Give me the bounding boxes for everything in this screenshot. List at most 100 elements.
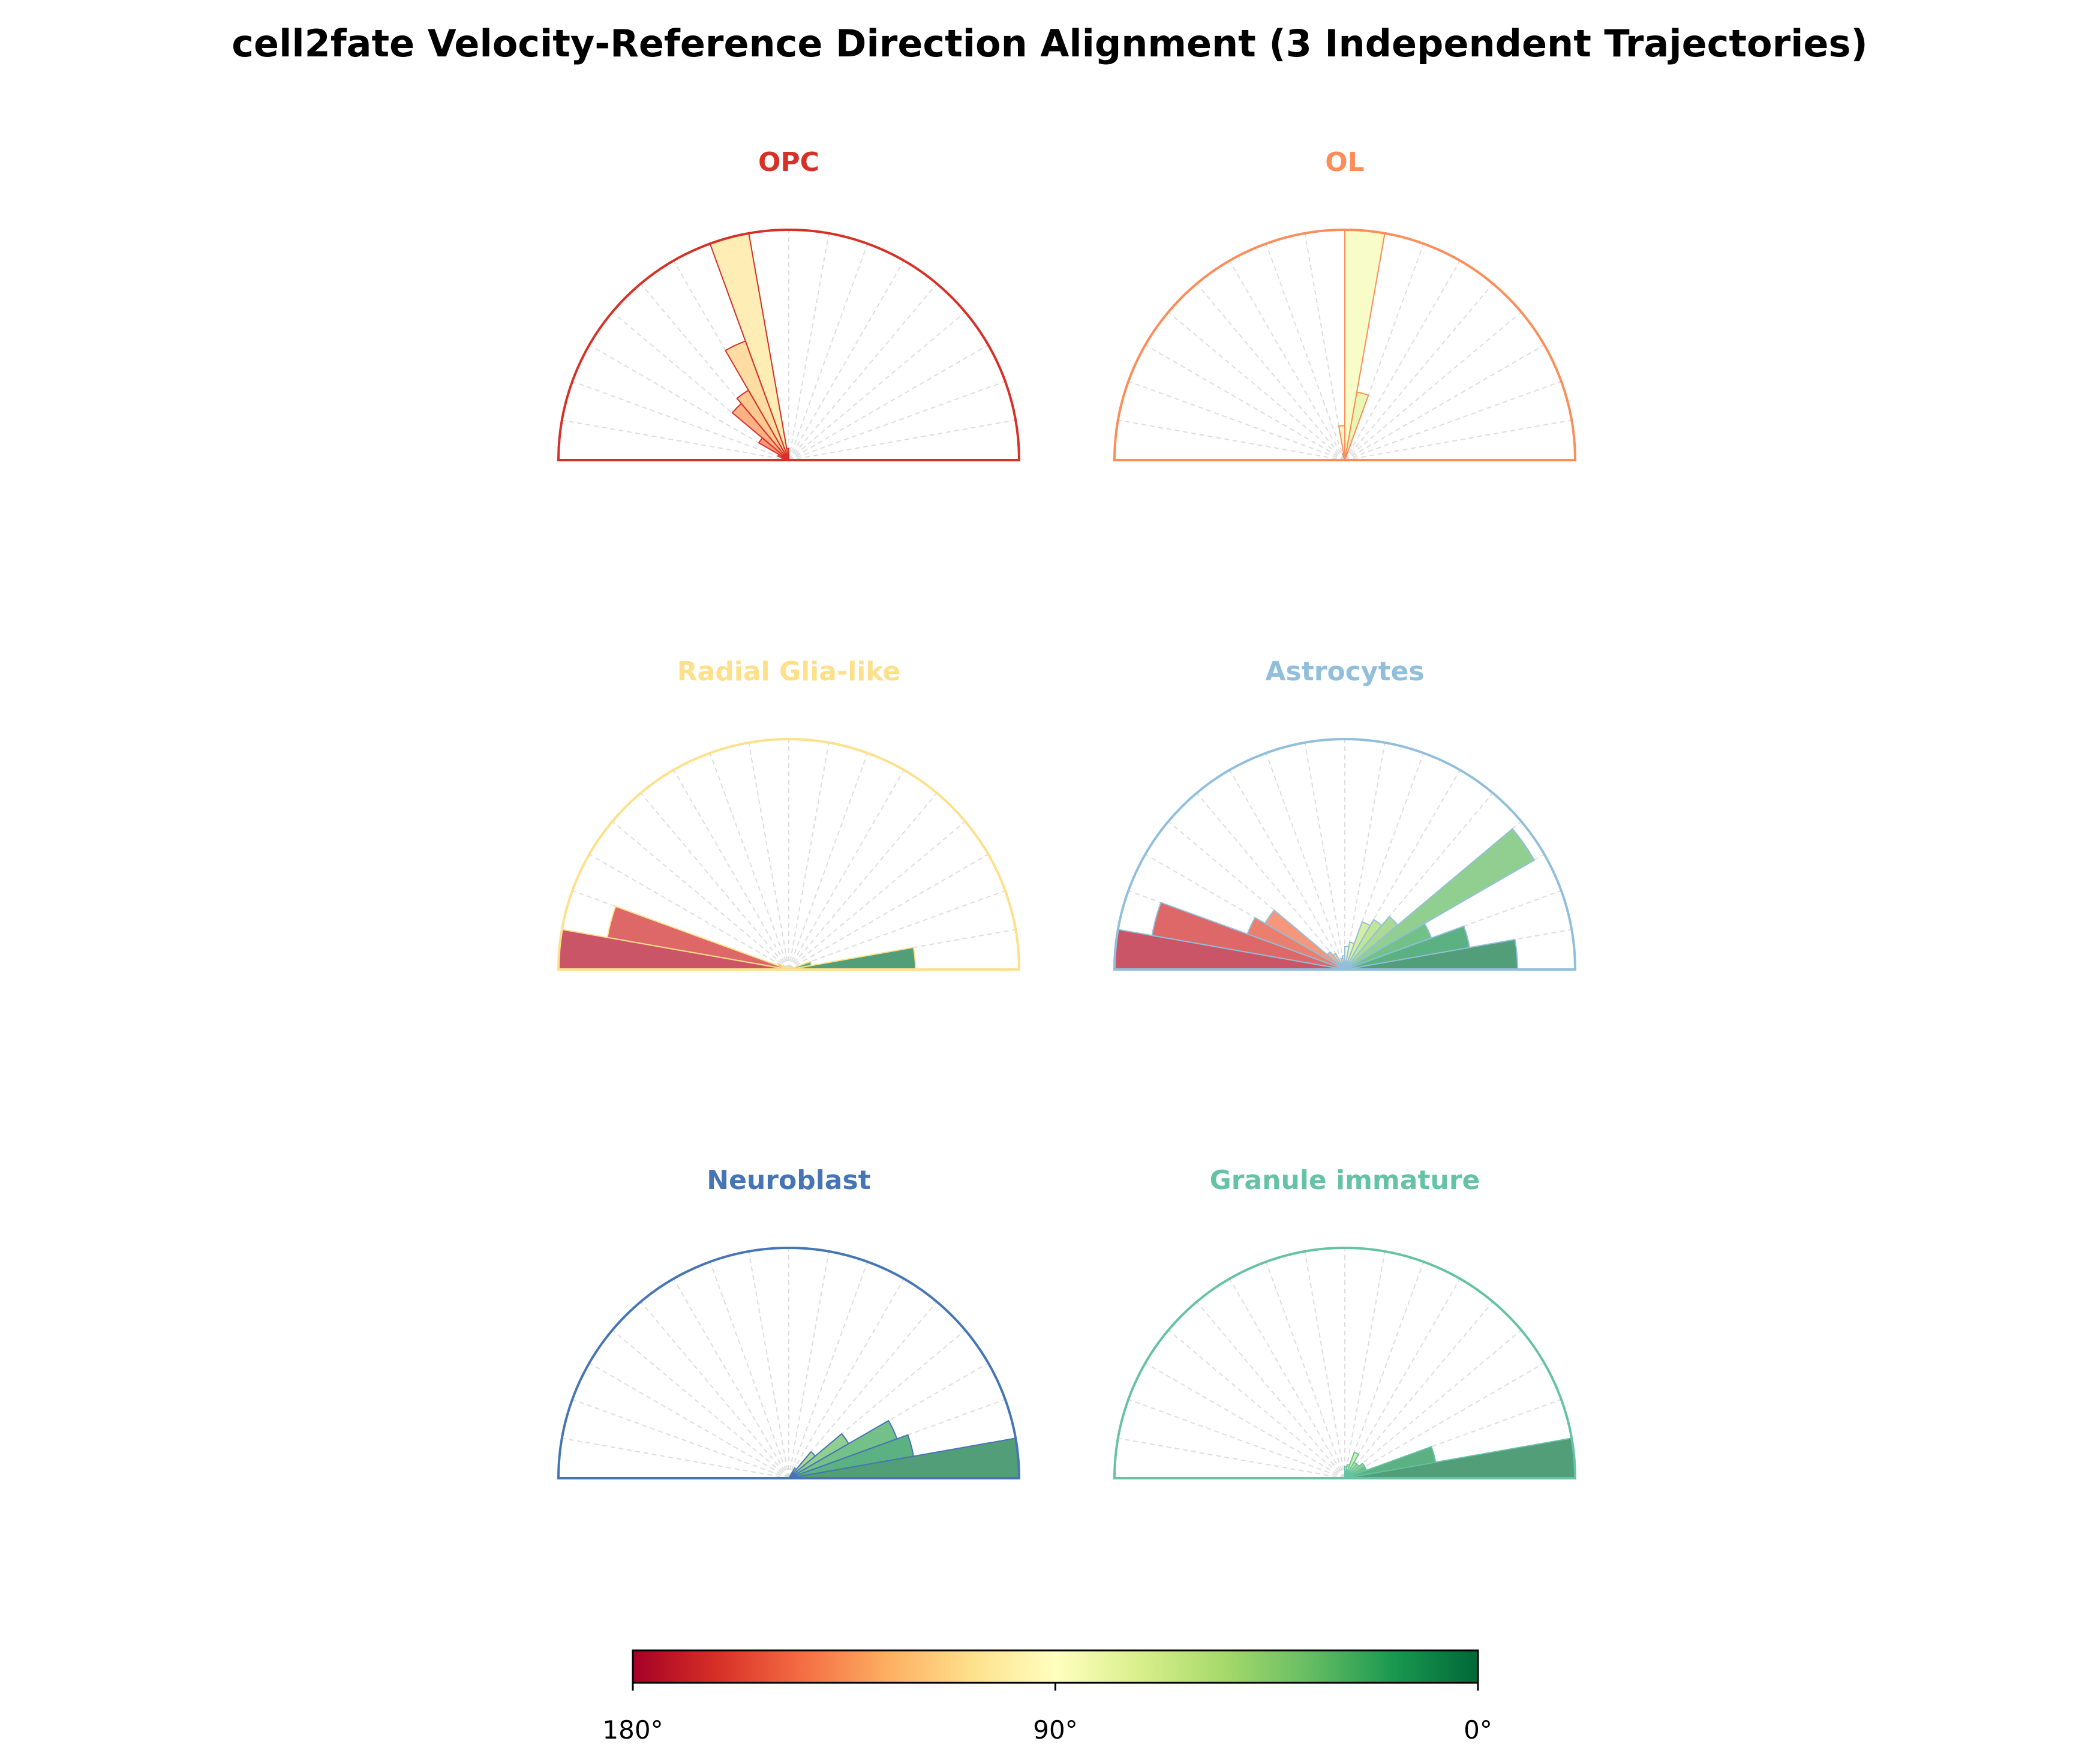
angle-gridline <box>588 1362 789 1479</box>
histogram-bar <box>731 403 789 461</box>
histogram-bar <box>1344 918 1383 970</box>
angle-gridline <box>561 419 789 461</box>
angle-gridline <box>788 742 830 970</box>
angle-gridline <box>1344 742 1386 970</box>
angle-gridline <box>1196 1301 1345 1479</box>
histogram-bar <box>788 1467 797 1479</box>
angle-gridline <box>788 233 830 461</box>
histogram-bar <box>1344 921 1371 970</box>
angle-gridline <box>788 752 869 970</box>
colorbar-tick-label: 90° <box>1033 1715 1077 1745</box>
angle-gridline <box>788 821 966 970</box>
angle-gridline <box>1265 243 1345 461</box>
angle-gridline <box>788 1278 905 1479</box>
angle-gridline <box>788 890 1006 970</box>
chart-title: cell2fate Velocity-Reference Direction A… <box>232 22 1867 65</box>
panel-title: Neuroblast <box>707 1165 870 1196</box>
panel-granule-immature: Granule immature <box>1113 1165 1577 1479</box>
angle-gridline <box>1196 793 1345 970</box>
angle-gridline <box>748 742 789 970</box>
angle-gridline <box>1344 380 1562 461</box>
angle-gridline <box>1117 1437 1345 1479</box>
angle-gridline <box>788 1301 938 1479</box>
angle-gridline <box>1229 769 1345 970</box>
histogram-bar <box>788 960 812 970</box>
panel-radial-glia-like: Radial Glia-like <box>557 656 1021 971</box>
angle-gridline <box>1144 1362 1345 1479</box>
panel-title: OL <box>1325 147 1364 178</box>
angle-gridline <box>1344 1301 1494 1479</box>
angle-gridline <box>1344 311 1522 461</box>
panel-astrocytes: Astrocytes <box>1113 656 1577 971</box>
panel-frame <box>557 229 1021 461</box>
angle-gridline <box>788 260 905 461</box>
angle-gridline <box>788 793 938 970</box>
angle-gridline <box>1304 1251 1345 1479</box>
panel-neuroblast: Neuroblast <box>557 1165 1021 1479</box>
angle-gridline <box>572 1398 789 1479</box>
angle-gridline <box>1344 260 1461 461</box>
angle-gridline <box>1344 419 1572 461</box>
angle-gridline <box>788 380 1006 461</box>
panel-title: Astrocytes <box>1265 656 1424 687</box>
angle-gridline <box>1128 1398 1345 1479</box>
angle-gridline <box>788 311 966 461</box>
angle-gridline <box>1168 311 1345 461</box>
histogram-bar <box>1344 229 1386 461</box>
angle-gridline <box>1265 752 1345 970</box>
angle-gridline <box>1344 1278 1461 1479</box>
angle-gridline <box>572 380 789 461</box>
angle-gridline <box>788 1251 830 1479</box>
angle-gridline <box>1304 742 1345 970</box>
histogram-bar <box>1344 1446 1437 1479</box>
panel-frame <box>557 738 1021 971</box>
panel-frame <box>557 1247 1021 1479</box>
angle-gridline <box>1196 283 1345 461</box>
angle-gridline <box>709 752 789 970</box>
colorbar-tick-label: 180° <box>602 1715 663 1745</box>
angle-gridline <box>788 769 905 970</box>
panel-ol: OL <box>1113 147 1577 461</box>
angle-gridline <box>1304 233 1345 461</box>
panels: OPC OL Radial Glia-like Astrocytes Neuroblas… <box>557 147 1577 1479</box>
panel-frame <box>1113 738 1577 971</box>
histogram-bar <box>1341 452 1345 461</box>
angle-gridline <box>788 344 989 461</box>
angle-gridline <box>788 1261 869 1479</box>
histogram-bar <box>788 1451 816 1479</box>
angle-gridline <box>1265 1261 1345 1479</box>
histogram-bar <box>1344 915 1399 970</box>
angle-gridline <box>673 1278 789 1479</box>
angle-gridline <box>1229 1278 1345 1479</box>
angle-gridline <box>1144 344 1345 461</box>
histogram-bar <box>1338 425 1345 461</box>
angle-gridline <box>1344 1261 1425 1479</box>
histogram-bar <box>788 1433 850 1479</box>
angle-gridline <box>1229 260 1345 461</box>
angle-gridline <box>1344 283 1494 461</box>
histogram-bar <box>1344 941 1356 970</box>
histogram-bar <box>1344 828 1536 970</box>
histogram-bar <box>725 340 789 461</box>
angle-gridline <box>1344 1329 1522 1479</box>
angle-gridline <box>673 769 789 970</box>
angle-gridline <box>709 1261 789 1479</box>
angle-gridline <box>561 1437 789 1479</box>
angle-gridline <box>1117 419 1345 461</box>
panel-title: Granule immature <box>1210 1165 1480 1196</box>
angle-gridline <box>588 854 789 970</box>
angle-gridline <box>1128 380 1345 461</box>
colorbar: 180° 90° 0° <box>602 1649 1492 1745</box>
colorbar-gradient <box>632 1649 1479 1684</box>
angle-gridline <box>640 1301 789 1479</box>
angle-gridline <box>788 419 1016 461</box>
angle-gridline <box>1344 1251 1386 1479</box>
panel-title: OPC <box>758 147 819 178</box>
histogram-bar <box>1344 1466 1348 1479</box>
angle-gridline <box>1344 344 1545 461</box>
angle-gridline <box>748 1251 789 1479</box>
histogram-bar <box>1344 1451 1360 1479</box>
angle-gridline <box>788 283 938 461</box>
angle-gridline <box>612 1329 789 1479</box>
